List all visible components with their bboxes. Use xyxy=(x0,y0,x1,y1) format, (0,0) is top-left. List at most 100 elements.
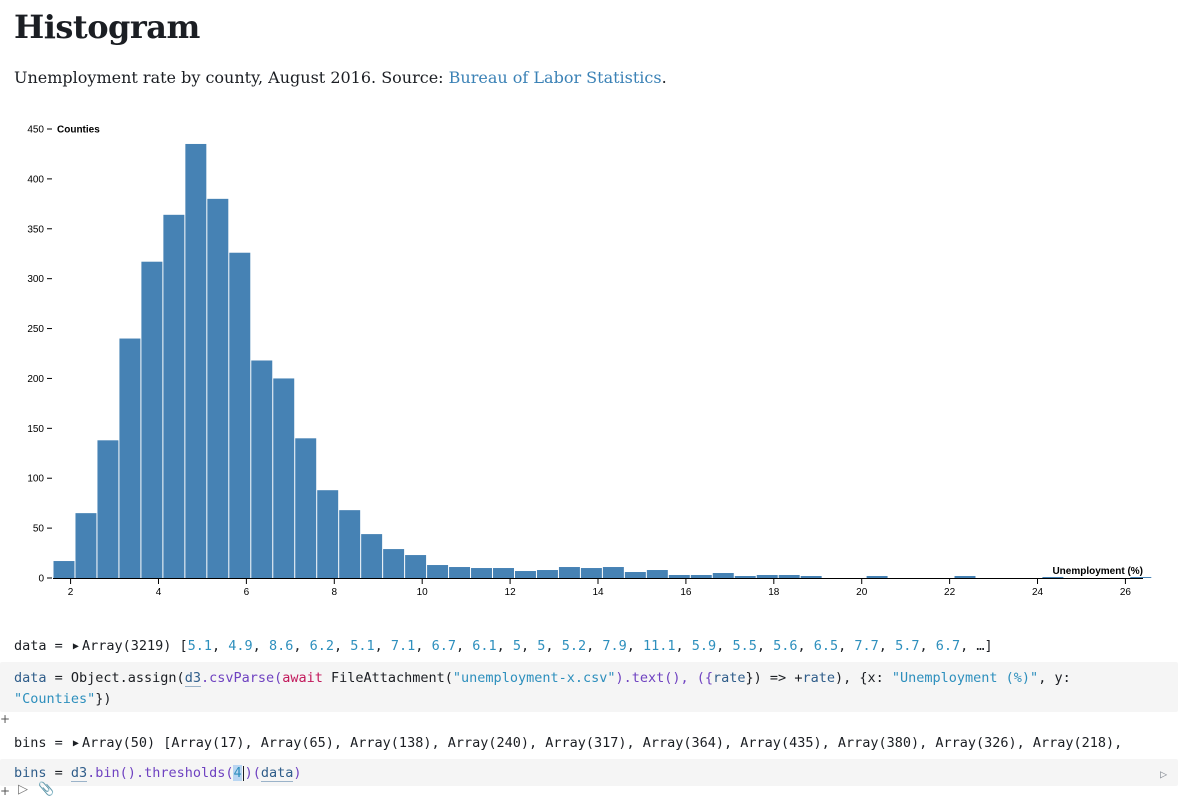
x-tick-label: 26 xyxy=(1120,587,1132,598)
histogram-bar xyxy=(405,555,427,578)
array-value: 7.1 xyxy=(390,638,416,654)
bins-output-items: [Array(17), Array(65), Array(138), Array… xyxy=(163,735,1123,751)
bins-code-cell[interactable]: bins = d3.bin().thresholds(4)(data) ▷ xyxy=(0,759,1178,786)
histogram-bar xyxy=(536,570,558,578)
array-value: 5.6 xyxy=(773,638,798,654)
histogram-bar xyxy=(339,510,361,578)
array-value: 5.5 xyxy=(732,638,757,654)
code-token: "unemployment-x.csv" xyxy=(452,670,616,686)
code-token: rate xyxy=(713,670,746,686)
histogram-bar xyxy=(954,576,976,578)
histogram-bar xyxy=(97,440,119,578)
histogram-bar xyxy=(1042,577,1064,578)
array-value: 6.2 xyxy=(309,638,334,654)
run-cell-play-icon[interactable]: ▷ xyxy=(1160,767,1168,781)
histogram-bar xyxy=(602,567,624,578)
code-token: = Object.assign( xyxy=(46,670,185,686)
array-value: 8.6 xyxy=(268,638,294,654)
histogram-bar xyxy=(514,571,536,578)
x-tick-label: 18 xyxy=(768,587,780,598)
code-token: }) xyxy=(95,691,112,707)
code-token: await xyxy=(282,670,323,686)
histogram-bar xyxy=(646,570,668,578)
page-title: Histogram xyxy=(14,8,200,46)
x-tick-label: 6 xyxy=(244,587,250,598)
array-value: 5.2 xyxy=(561,638,587,654)
array-value: 6.7 xyxy=(431,638,456,654)
bins-output-summary: Array(50) xyxy=(81,735,156,751)
text-cursor xyxy=(242,765,244,781)
histogram-bar xyxy=(558,567,580,578)
array-value: 7.9 xyxy=(602,638,627,654)
x-tick-label: 10 xyxy=(417,587,429,598)
array-value: 5.9 xyxy=(691,638,717,654)
code-token: data xyxy=(14,670,47,686)
x-tick-label: 4 xyxy=(156,587,162,598)
histogram-bar xyxy=(690,575,712,578)
histogram-bar xyxy=(163,214,185,578)
code-token: rate xyxy=(802,670,835,686)
histogram-bar xyxy=(317,490,339,578)
histogram-bar xyxy=(141,261,163,578)
x-tick-label: 2 xyxy=(68,587,74,598)
code-token: ), {x: xyxy=(834,670,892,686)
x-tick-label: 14 xyxy=(592,587,604,598)
histogram-bar xyxy=(361,534,383,578)
add-cell-plus-icon[interactable]: + xyxy=(0,784,11,798)
array-value: 5 xyxy=(537,638,546,654)
play-icon[interactable]: ▷ xyxy=(18,782,28,797)
y-tick-label: 200 xyxy=(27,374,44,385)
histogram-bar xyxy=(229,252,251,579)
code-token: ) xyxy=(293,765,302,781)
source-link[interactable]: Bureau of Labor Statistics xyxy=(448,68,662,87)
histogram-bar xyxy=(449,567,471,578)
bins-output-name: bins xyxy=(14,735,47,751)
expand-triangle-icon[interactable]: ▶ xyxy=(72,738,79,749)
array-value: 5 xyxy=(512,638,522,654)
histogram-bar xyxy=(800,576,822,578)
array-value: 4.9 xyxy=(228,638,253,654)
histogram-bar xyxy=(778,575,800,578)
array-value: 5.7 xyxy=(895,638,920,654)
data-output-values: [5.1, 4.9, 8.6, 6.2, 5.1, 7.1, 6.7, 6.1,… xyxy=(179,638,993,654)
selected-token[interactable]: 4 xyxy=(233,765,242,781)
expand-triangle-icon[interactable]: ▶ xyxy=(72,641,79,652)
code-token: )( xyxy=(244,765,261,781)
histogram-bar xyxy=(295,438,317,578)
y-tick-label: 450 xyxy=(27,125,44,136)
histogram-bar xyxy=(53,561,75,578)
x-tick-label: 20 xyxy=(856,587,868,598)
x-tick-label: 16 xyxy=(680,587,692,598)
x-axis-label: Unemployment (%) xyxy=(1052,566,1143,577)
array-value: 7.7 xyxy=(854,638,879,654)
cell-footer: ▷ 📎 xyxy=(18,782,54,797)
data-code-cell[interactable]: data = Object.assign(d3.csvParse(await F… xyxy=(0,662,1178,712)
histogram-bar xyxy=(75,513,97,578)
subtitle-text: Unemployment rate by county, August 2016… xyxy=(14,68,449,87)
bins-output-cell[interactable]: bins = ▶ Array(50) [Array(17), Array(65),… xyxy=(14,735,1123,751)
histogram-bar xyxy=(273,378,295,578)
add-cell-plus-icon[interactable]: + xyxy=(0,712,11,726)
histogram-bar xyxy=(185,143,207,578)
y-tick-label: 250 xyxy=(27,324,44,335)
code-token: bins xyxy=(14,765,47,781)
x-tick-label: 24 xyxy=(1032,587,1044,598)
subtitle-period: . xyxy=(661,68,667,87)
paperclip-icon[interactable]: 📎 xyxy=(38,782,55,797)
code-token: }) => + xyxy=(745,670,803,686)
y-tick-label: 50 xyxy=(33,524,45,535)
code-token: .bin().thresholds( xyxy=(87,765,234,781)
page-subtitle: Unemployment rate by county, August 2016… xyxy=(14,68,667,87)
array-value: 5.1 xyxy=(187,638,213,654)
data-output-summary: Array(3219) xyxy=(81,638,172,654)
histogram-bar xyxy=(493,568,514,578)
code-token: = xyxy=(46,765,71,781)
array-value: 5.1 xyxy=(350,638,375,654)
code-token: "Counties" xyxy=(14,691,96,707)
y-tick-label: 100 xyxy=(27,474,44,485)
x-tick-label: 22 xyxy=(944,587,956,598)
data-output-name: data xyxy=(14,638,47,654)
data-output-cell[interactable]: data = ▶ Array(3219) [5.1, 4.9, 8.6, 6.2,… xyxy=(14,638,993,654)
histogram-bar xyxy=(866,576,888,578)
histogram-bar xyxy=(383,549,405,578)
